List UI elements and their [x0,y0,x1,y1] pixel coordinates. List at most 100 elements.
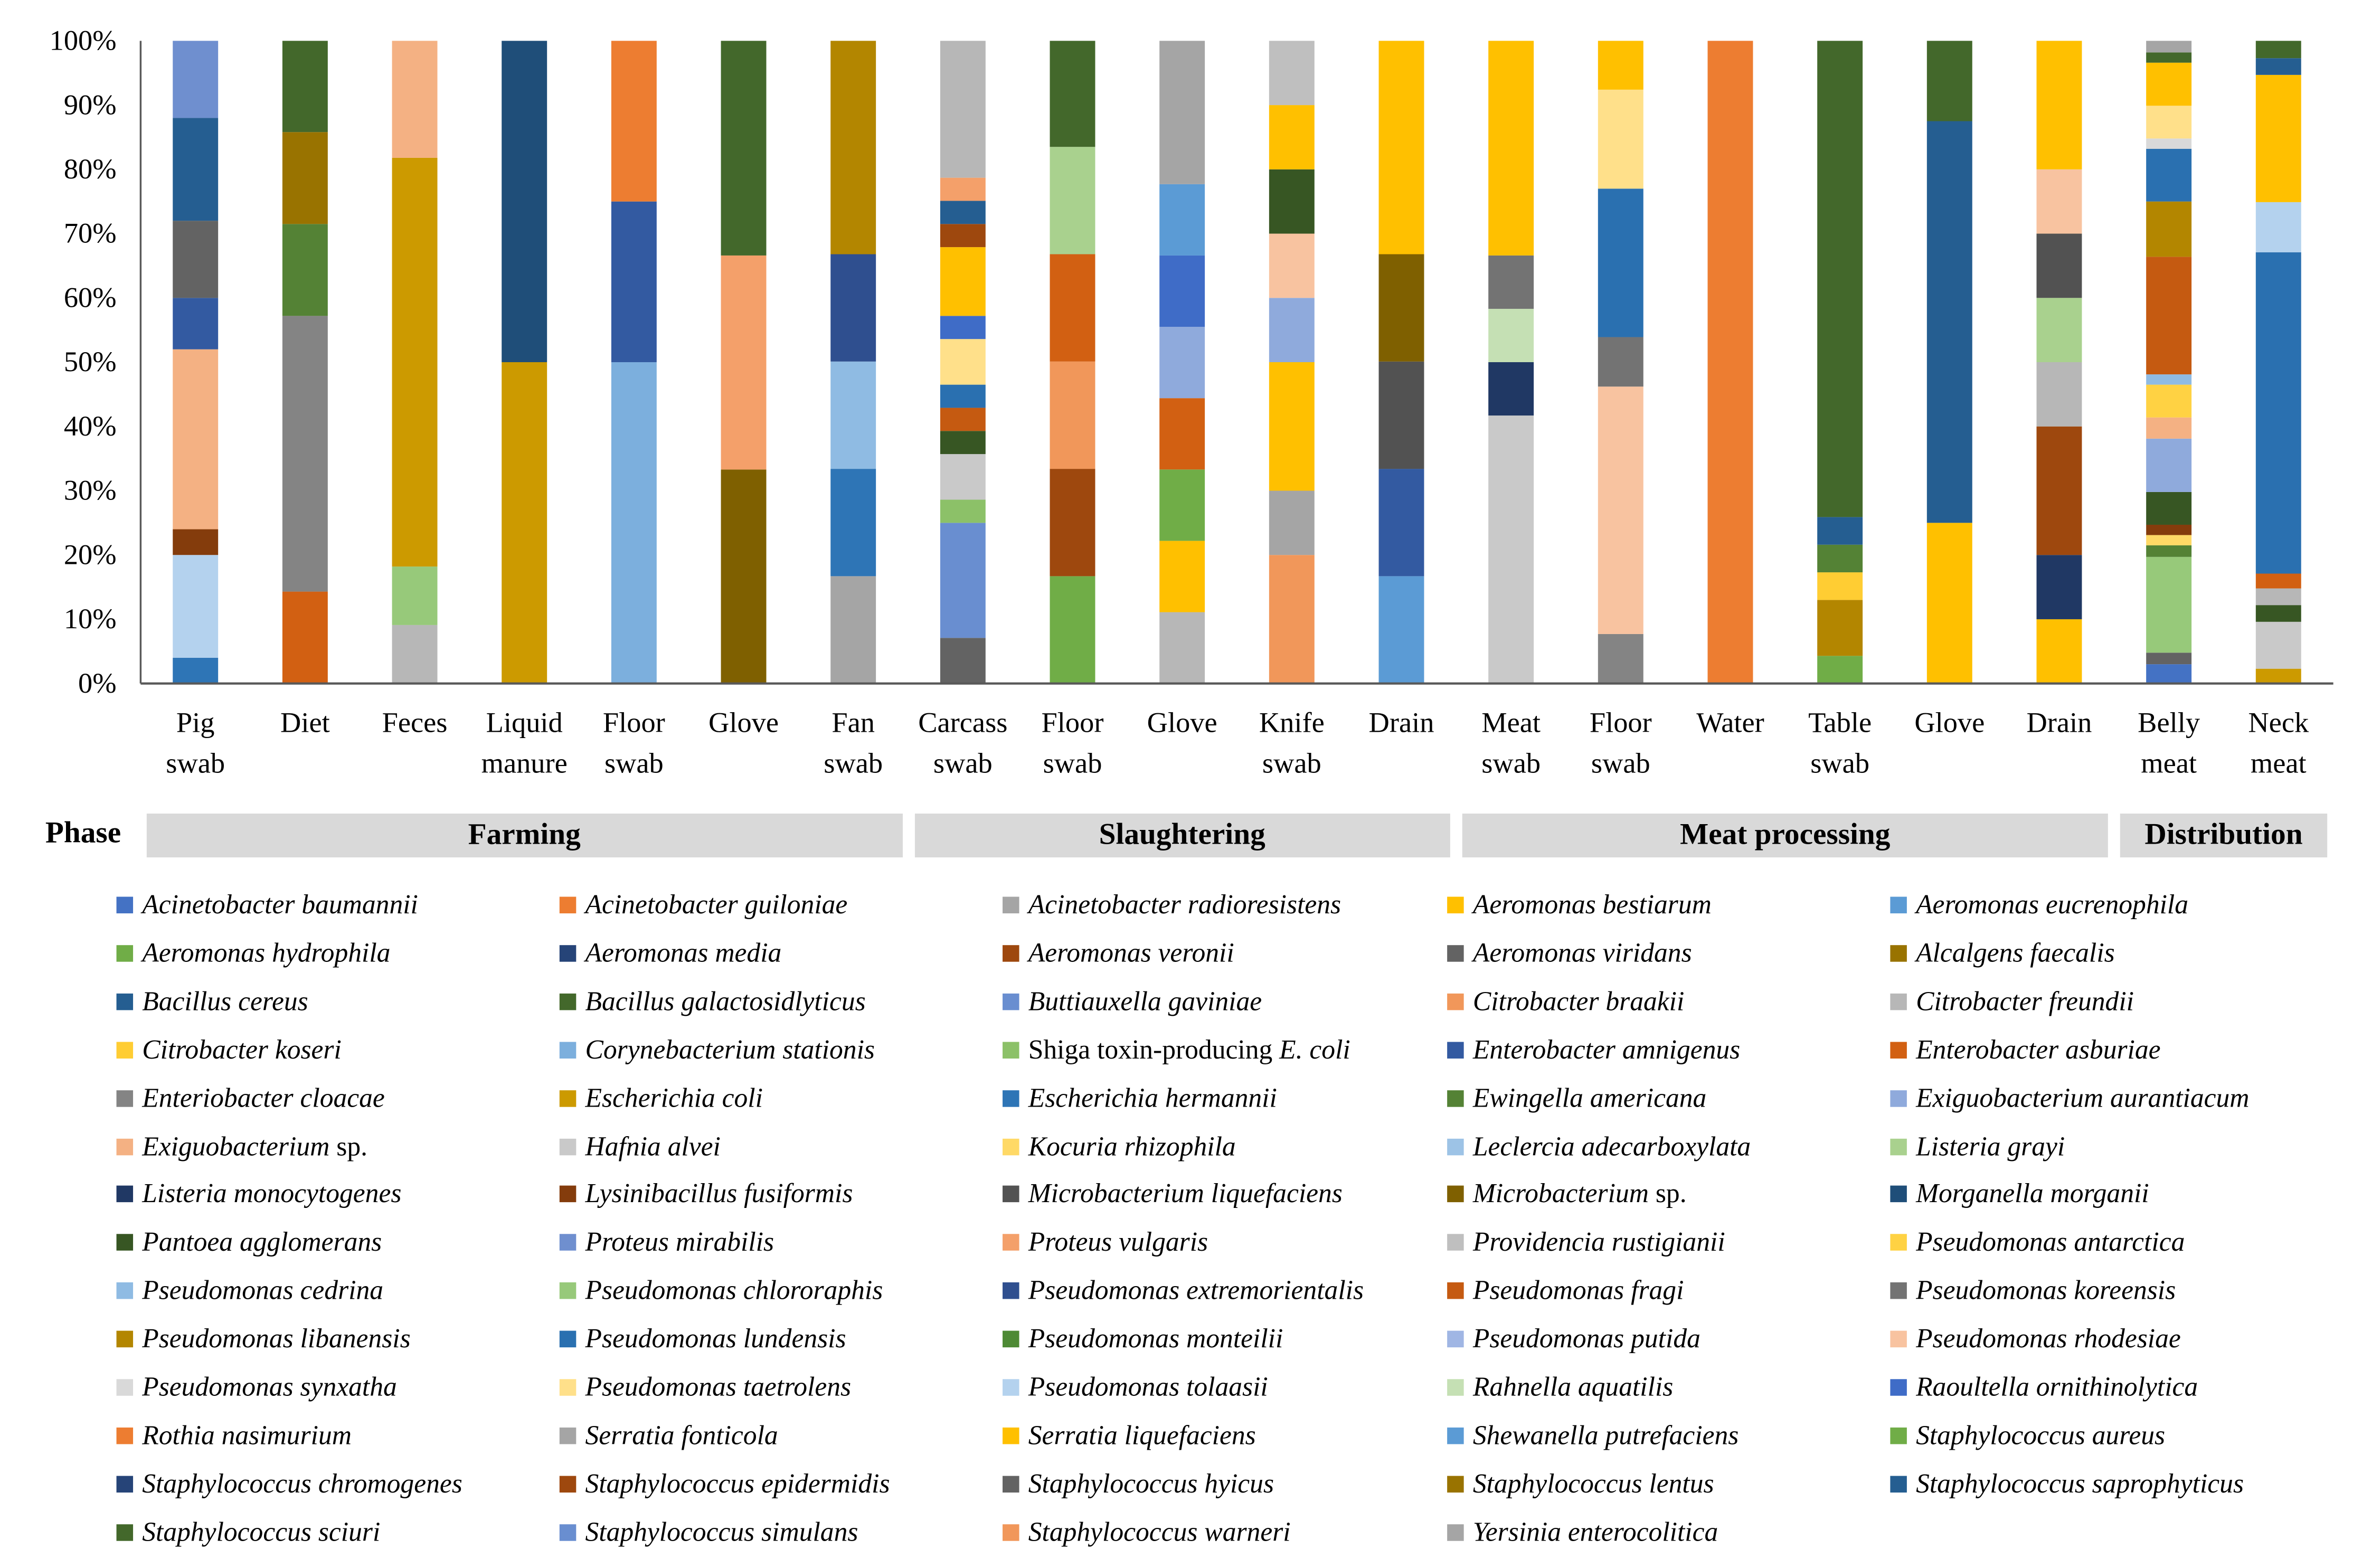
x-category-label: meat [2141,748,2197,779]
bar-segment [2146,52,2192,63]
bar-segment [940,523,986,638]
bar-segment [940,638,986,684]
legend-item: Serratia fonticola [559,1420,778,1450]
legend-swatch [559,1427,577,1444]
x-category-label: Neck [2248,706,2309,738]
bar-segment [940,499,986,523]
legend-swatch [559,1138,577,1155]
legend-item: Corynebacterium stationis [559,1034,875,1064]
legend-label: Microbacterium liquefaciens [1028,1178,1343,1209]
legend-label: Enteriobacter cloacae [142,1082,385,1112]
legend-item: Acinetobacter radioresistens [1003,889,1341,919]
legend-swatch [1890,896,1907,914]
legend-label: Staphylococcus aureus [1916,1420,2166,1450]
legend-label: sp. [329,1130,368,1161]
bar-segment [2146,492,2192,525]
phase-title: Phase [45,816,121,850]
legend-swatch [1890,1138,1907,1155]
legend-item: Microbacterium sp. [1447,1178,1687,1209]
legend-label: Staphylococcus sciuri [142,1516,381,1547]
bar-segment [1050,576,1095,684]
legend-label: Aeromonas veronii [1028,937,1234,968]
legend-swatch [116,1089,134,1107]
bar-segment [2255,605,2301,622]
legend-label: Hafnia alvei [585,1130,721,1161]
legend-swatch [559,896,577,914]
x-category-label: Belly [2138,706,2200,738]
legend-label: Aeromonas viridans [1472,937,1692,968]
legend-swatch [1890,1089,1907,1107]
bar-segment [940,177,986,201]
legend-swatch [559,993,577,1010]
y-tick-label: 10% [64,603,117,635]
legend-swatch [1003,1427,1019,1444]
bar-segment [2036,41,2082,169]
legend-swatch [559,1282,577,1299]
bar-segment [1378,576,1424,684]
bar-segment [1159,41,1205,184]
legend-label: Leclercia adecarboxylata [1472,1130,1751,1161]
legend-item: Staphylococcus saprophyticus [1890,1468,2244,1498]
legend-label: Serratia fonticola [585,1420,778,1450]
bar-segment [940,384,986,408]
legend-item: Acinetobacter guiloniae [559,889,848,920]
x-category-label: Floor [603,706,665,738]
legend-label: Acinetobacter guiloniae [585,889,848,920]
bar-segment [2146,62,2192,106]
bar-segment [1598,634,1643,684]
legend-label: Proteus vulgaris [1028,1226,1208,1258]
bar-segment [2146,524,2192,535]
x-category-label: swab [604,748,664,779]
bar-segment [940,316,986,339]
bar-segment [392,41,438,158]
bar-segment [1269,555,1315,684]
legend-label: Providencia rustigianii [1472,1226,1725,1258]
legend-item: Shiga toxin-producing E. coli [1003,1034,1350,1064]
legend-swatch [1447,1186,1464,1203]
bar-segment [2146,374,2192,385]
legend-label: E. coli [1279,1034,1350,1064]
legend-swatch [116,1330,134,1348]
legend-swatch [1447,1234,1464,1251]
legend-item: Escherichia coli [559,1082,763,1112]
x-category-label: swab [1481,748,1541,779]
x-category-label: Table [1808,706,1872,738]
legend-item: Shewanella putrefaciens [1447,1420,1739,1450]
legend-label: Proteus mirabilis [585,1226,774,1258]
y-tick-label: 60% [64,281,117,313]
bar-segment [392,157,438,567]
legend-label: Microbacterium [1472,1178,1649,1209]
x-category-label: Floor [1042,706,1104,738]
bar-segment [173,41,219,118]
x-category-label: Pig [176,706,215,738]
bar-segment [940,224,986,248]
bar-segment [2036,233,2082,298]
bar-segment [282,132,328,224]
legend-item: Staphylococcus lentus [1447,1468,1714,1498]
legend-item: Aeromonas eucrenophila [1890,889,2188,919]
bar-segment [2255,668,2301,684]
bar-segment [2146,384,2192,418]
legend-swatch [1003,1041,1019,1059]
legend-swatch [1890,1379,1907,1396]
legend-label: Enterobacter amnigenus [1472,1034,1741,1064]
legend-label: Aeromonas hydrophila [142,937,391,968]
bar-segment [940,41,986,178]
bar-segment [1269,490,1315,555]
legend-item: Proteus vulgaris [1003,1227,1208,1257]
bar-segment [1050,469,1095,577]
legend-label: Rahnella aquatilis [1472,1371,1674,1402]
legend-label: Pseudomonas libanensis [142,1323,411,1354]
legend-swatch [1003,944,1019,962]
bar-segment [2146,535,2192,545]
legend-swatch [559,1041,577,1059]
bar-segment [1817,41,1863,517]
bar-segment [1269,362,1315,491]
bar-segment [2146,545,2192,557]
bar-segment [2036,362,2082,427]
legend-item: Pseudomonas monteilii [1003,1324,1283,1354]
bar-segment [1817,656,1863,684]
legend-item: Staphylococcus simulans [559,1516,858,1546]
y-tick-label: 50% [64,346,117,377]
legend-swatch [1890,1475,1907,1493]
